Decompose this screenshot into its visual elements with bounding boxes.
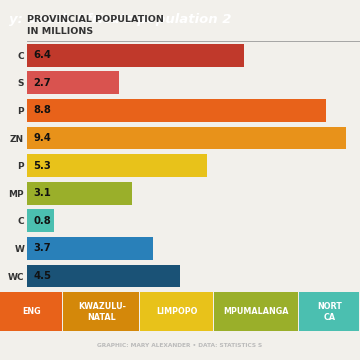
Text: KWAZULU-
NATAL: KWAZULU- NATAL [78,302,126,322]
Bar [299,292,359,331]
Text: 5.3: 5.3 [33,161,51,171]
Bar [27,265,180,287]
Bar [63,292,139,331]
Bar [214,292,298,331]
Text: 3.1: 3.1 [33,188,51,198]
Bar [27,210,54,232]
Text: 0.8: 0.8 [33,216,51,226]
Bar [27,237,153,260]
Text: 2.7: 2.7 [33,78,51,88]
Text: NORT
CA: NORT CA [317,302,342,322]
Text: ENG: ENG [22,307,41,316]
Text: GRAPHIC: MARY ALEXANDER • DATA: STATISTICS S: GRAPHIC: MARY ALEXANDER • DATA: STATISTI… [98,343,262,348]
Bar [27,154,207,177]
Bar [0,292,62,331]
Text: 3.7: 3.7 [33,243,51,253]
Text: 8.8: 8.8 [33,105,51,116]
Bar [27,99,326,122]
Bar [140,292,213,331]
Text: 4.5: 4.5 [33,271,51,281]
Bar [27,72,119,94]
Text: 6.4: 6.4 [33,50,51,60]
Text: y: South Africa’s population 2: y: South Africa’s population 2 [9,13,231,26]
Bar [27,182,132,204]
Text: 9.4: 9.4 [33,133,51,143]
Bar [27,44,244,67]
Bar [27,127,346,149]
Text: MPUMALANGA: MPUMALANGA [224,307,289,316]
Text: PROVINCIAL POPULATION
IN MILLIONS: PROVINCIAL POPULATION IN MILLIONS [27,15,164,36]
Text: LIMPOPO: LIMPOPO [157,307,198,316]
